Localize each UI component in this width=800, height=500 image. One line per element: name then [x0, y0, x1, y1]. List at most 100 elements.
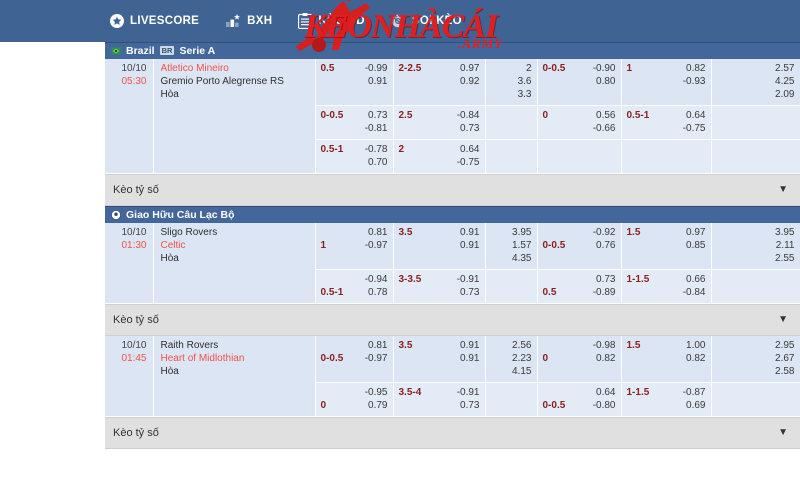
chevron-down-icon[interactable]: ▼ [778, 427, 788, 438]
odds-value: -0.75 [682, 123, 706, 134]
odds-cell[interactable]: 2 3.6 3.3 [485, 59, 538, 106]
odds-cell[interactable]: 2.5 -0.84 0.73 [393, 105, 486, 140]
odds-cell[interactable]: 0-0.5 -0.90 0.80 [537, 59, 622, 106]
keo-ty-so-bar[interactable]: Kèo tỷ số ▼ [105, 417, 800, 449]
odds-value: 2.09 [775, 89, 795, 100]
odds-cell[interactable]: 0.5-1 0.64 -0.75 [621, 105, 712, 140]
odds-cell[interactable]: 2.56 2.23 4.15 [485, 336, 538, 383]
odds-value [491, 109, 532, 122]
odds-cell[interactable]: 3.95 1.57 4.35 [485, 223, 538, 270]
match-time-cell: 10/10 01:45 [105, 336, 154, 417]
nav-item-livescore[interactable]: LIVESCORE [110, 14, 199, 28]
odds-value: 2.23 [512, 353, 532, 364]
odds-value: 0.91 [460, 227, 480, 238]
odds-cell[interactable]: 0.5 0.73 -0.89 [537, 269, 622, 304]
keo-ty-so-bar[interactable]: Kèo tỷ số ▼ [105, 174, 800, 206]
handicap-key: 0 [320, 400, 327, 411]
league-header[interactable]: Giao Hữu Câu Lạc Bộ [105, 206, 800, 223]
nav-item-bxh[interactable]: BXH [225, 14, 272, 28]
odds-cell[interactable]: 1 0.81 -0.97 [315, 223, 394, 270]
odds-value [717, 273, 795, 286]
odds-value: 1.00 [686, 340, 706, 351]
odds-value: -0.66 [592, 123, 616, 134]
odds-cell[interactable]: 1-1.5 0.66 -0.84 [621, 269, 712, 304]
odds-cell[interactable] [537, 139, 622, 174]
table-row: 10/10 05:30 Atletico Mineiro Gremio Porto A… [105, 59, 800, 174]
odds-cell[interactable] [485, 382, 538, 417]
odds-cell[interactable]: 2.57 4.25 2.09 [711, 59, 800, 106]
match-teams-cell[interactable]: Sligo Rovers Celtic Hòa [153, 223, 316, 304]
match-teams-cell[interactable]: Raith Rovers Heart of Midlothian Hòa [153, 336, 316, 417]
odds-cell[interactable] [711, 105, 800, 140]
odds-value: 0.73 [368, 110, 388, 121]
odds-cell[interactable]: 3.5 0.91 0.91 [393, 336, 486, 383]
handicap-key: 3.5 [398, 340, 413, 351]
odds-cell[interactable]: 0-0.5 0.64 -0.80 [537, 382, 622, 417]
odds-cell[interactable]: 3.5 0.91 0.91 [393, 223, 486, 270]
odds-values: -0.90 0.80 [543, 62, 616, 88]
odds-value: 4.35 [512, 253, 532, 264]
odds-value: 1.57 [512, 240, 532, 251]
odds-values: -0.92 0.76 [543, 226, 616, 252]
chevron-down-icon[interactable]: ▼ [778, 184, 788, 195]
odds-cell[interactable] [485, 139, 538, 174]
keo-ty-so-bar[interactable]: Kèo tỷ số ▼ [105, 304, 800, 336]
odds-value: 0.80 [596, 76, 616, 87]
odds-cell[interactable] [711, 382, 800, 417]
team-home: Sligo Rovers [160, 227, 218, 238]
odds-cell[interactable]: 2.95 2.67 2.58 [711, 336, 800, 383]
odds-value: 0.73 [460, 287, 480, 298]
odds-values: 0.91 0.91 [399, 226, 480, 252]
odds-value: 0.92 [460, 76, 480, 87]
odds-cell[interactable]: 0 0.56 -0.66 [537, 105, 622, 140]
odds-cell[interactable]: 0-0.5 0.81 -0.97 [315, 336, 394, 383]
match-teams-cell[interactable]: Atletico Mineiro Gremio Porto Alegrense R… [153, 59, 316, 174]
odds-values: 3.95 2.11 2.55 [717, 226, 794, 265]
odds-cell[interactable]: 0 -0.95 0.79 [315, 382, 394, 417]
team-draw-label: Hòa [160, 366, 179, 377]
team-draw-label: Hòa [160, 253, 179, 264]
odds-cell[interactable]: 1 0.82 -0.93 [621, 59, 712, 106]
odds-cell[interactable]: 1.5 1.00 0.82 [621, 336, 712, 383]
odds-values: 0.73 -0.81 [321, 109, 388, 135]
odds-value: 0.78 [368, 287, 388, 298]
star-circle-icon [110, 14, 124, 28]
odds-cell[interactable] [711, 269, 800, 304]
keo-ty-so-label: Kèo tỷ số [113, 184, 159, 196]
odds-value: 2 [525, 63, 532, 74]
odds-cell[interactable]: 1-1.5 -0.87 0.69 [621, 382, 712, 417]
odds-value: 4.15 [512, 366, 532, 377]
table-row: 0.5-1 -0.78 0.70 2 0.64 -0.75 [105, 139, 800, 174]
odds-values: 0.73 -0.89 [543, 273, 616, 299]
odds-cell[interactable] [485, 105, 538, 140]
odds-cell[interactable] [711, 139, 800, 174]
handicap-key: 0.5-1 [320, 144, 344, 155]
chevron-down-icon[interactable]: ▼ [778, 314, 788, 325]
match-kickoff-time: 01:45 [121, 353, 147, 364]
nav-item-soi-keo[interactable]: SOI KÈO [391, 14, 462, 28]
odds-values: 0.81 -0.97 [321, 339, 388, 365]
odds-cell[interactable]: 2 0.64 -0.75 [393, 139, 486, 174]
odds-cell[interactable]: 3.95 2.11 2.55 [711, 223, 800, 270]
odds-cell[interactable]: 3.5-4 -0.91 0.73 [393, 382, 486, 417]
odds-cell[interactable]: 0-0.5 0.73 -0.81 [315, 105, 394, 140]
league-header[interactable]: Brazil BR Serie A [105, 42, 800, 59]
odds-cell[interactable]: 0 -0.98 0.82 [537, 336, 622, 383]
odds-cell[interactable]: 3-3.5 -0.91 0.73 [393, 269, 486, 304]
odds-cell[interactable]: 0.5-1 -0.94 0.78 [315, 269, 394, 304]
odds-cell[interactable]: 0-0.5 -0.92 0.76 [537, 223, 622, 270]
match-date: 10/10 [121, 63, 147, 74]
odds-cell[interactable]: 1.5 0.97 0.85 [621, 223, 712, 270]
odds-cell[interactable]: 0.5-1 -0.78 0.70 [315, 139, 394, 174]
odds-values [717, 143, 795, 156]
match-time-cell: 10/10 05:30 [105, 59, 154, 174]
odds-cell[interactable] [485, 269, 538, 304]
odds-value: 0.64 [460, 144, 480, 155]
league-country-badge: BR [159, 45, 175, 55]
odds-cell[interactable]: 0.5 -0.99 0.91 [315, 59, 394, 106]
nav-item-keo-bd[interactable]: KÈO BD [298, 13, 365, 29]
odds-cell[interactable] [621, 139, 712, 174]
match-table: 10/10 01:30 Sligo Rovers Celtic Hòa 1 0.81 -0.9… [105, 223, 800, 304]
odds-cell[interactable]: 2-2.5 0.97 0.92 [393, 59, 486, 106]
